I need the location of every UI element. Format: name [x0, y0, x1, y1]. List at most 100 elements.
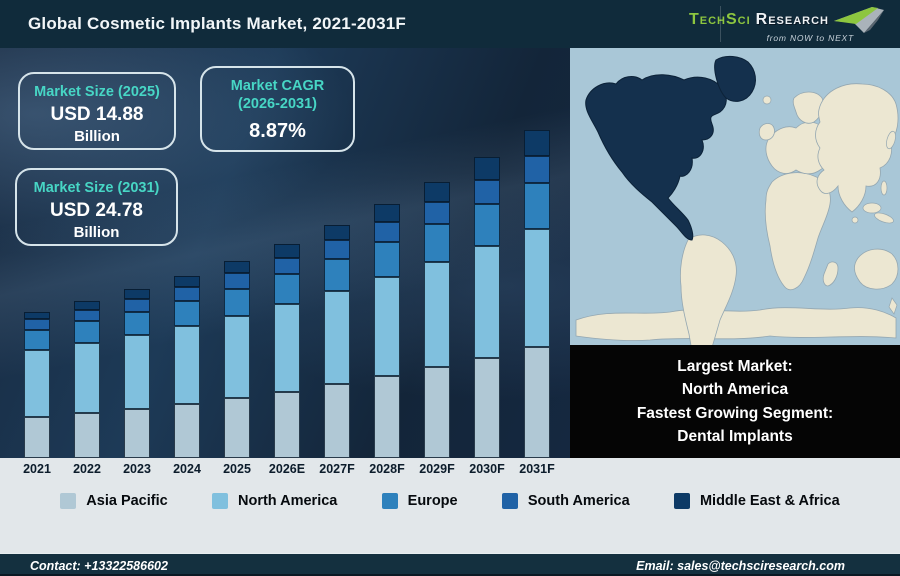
world-map: [570, 48, 900, 371]
legend-label: Middle East & Africa: [699, 493, 840, 509]
logo-arrow-icon: [834, 6, 884, 33]
bar-segment-europe: [524, 182, 550, 229]
bar-segment-south-america: [24, 319, 50, 331]
bar-segment-asia-pacific: [24, 417, 50, 458]
bar-segment-north-america: [274, 303, 300, 392]
bar-segment-north-america: [24, 349, 50, 418]
legend-item-north-america: North America: [211, 493, 338, 509]
bar-slot-2031f: [512, 48, 562, 458]
madagascar-region: [822, 261, 839, 287]
highlight-box: Largest Market: North America Fastest Gr…: [570, 345, 900, 458]
island-philippines: [880, 180, 888, 196]
bar-segment-north-america: [324, 290, 350, 385]
x-axis-label-2028f: 2028F: [369, 462, 405, 476]
stat-unit: Billion: [73, 224, 120, 242]
bar-segment-asia-pacific: [274, 391, 300, 458]
bar-slot-2026e: [262, 48, 312, 458]
bar-segment-south-america: [224, 273, 250, 289]
bar-segment-south-america: [274, 257, 300, 275]
logo-tagline: from NOW to NEXT: [766, 32, 854, 43]
stacked-bar-2025: [224, 261, 250, 458]
asia-region: [815, 83, 899, 213]
stacked-bar-2023: [124, 289, 150, 458]
bar-segment-middle-east-africa: [24, 311, 50, 320]
legend-label: North America: [237, 493, 338, 509]
bar-segment-north-america: [524, 228, 550, 347]
bar-segment-south-america: [174, 286, 200, 301]
bar-slot-2027f: [312, 48, 362, 458]
legend-item-asia-pacific: Asia Pacific: [60, 493, 168, 509]
stat-label: Market Size (2031): [33, 180, 160, 196]
x-axis-label-2027f: 2027F: [319, 462, 355, 476]
new-zealand-region: [888, 297, 898, 315]
x-axis-label-2029f: 2029F: [419, 462, 455, 476]
x-axis-label-2025: 2025: [223, 462, 251, 476]
bar-segment-north-america: [474, 246, 500, 358]
chart-legend: Asia Pacific North America Europe South Ame…: [0, 493, 900, 509]
legend-swatch-middle-east-africa: [673, 493, 690, 509]
bottom-band: 2021 2022 2023 2024 2025 2026E 2027F 2028F 2029F…: [0, 458, 900, 553]
bar-slot-2024: [162, 48, 212, 458]
main-content: Market Size (2025) USD 14.88 Billion Mar…: [0, 48, 900, 458]
bar-segment-north-america: [174, 325, 200, 404]
bar-segment-north-america: [74, 342, 100, 414]
stacked-bar-2024: [174, 276, 200, 458]
stacked-bar-2022: [74, 301, 100, 458]
bar-segment-south-america: [524, 155, 550, 183]
legend-swatch-europe: [381, 493, 398, 509]
stat-label: Market Size (2025): [34, 84, 160, 100]
legend-swatch-south-america: [501, 493, 518, 509]
footer-edge: [0, 574, 900, 576]
footer-contact: Contact: +13322586602: [30, 558, 168, 573]
stacked-bar-2026e: [274, 243, 300, 458]
legend-item-middle-east-africa: Middle East & Africa: [673, 493, 840, 509]
bar-slot-2023: [112, 48, 162, 458]
bar-segment-south-america: [74, 309, 100, 322]
legend-label: Asia Pacific: [86, 493, 168, 509]
island-iceland: [762, 95, 772, 105]
bar-segment-europe: [24, 330, 50, 350]
bar-segment-europe: [474, 204, 500, 247]
bar-segment-middle-east-africa: [474, 156, 500, 180]
bar-segment-asia-pacific: [374, 376, 400, 458]
footer-bar: Contact: +13322586602 Email: sales@techs…: [0, 553, 900, 576]
bar-segment-north-america: [224, 315, 250, 399]
stat-market-size-2025: Market Size (2025) USD 14.88 Billion: [18, 72, 176, 150]
bar-slot-2029f: [412, 48, 462, 458]
bar-segment-europe: [424, 223, 450, 263]
x-axis-label-2021: 2021: [23, 462, 51, 476]
bar-segment-north-america: [124, 334, 150, 409]
bar-slot-2021: [12, 48, 62, 458]
x-axis-labels: 2021 2022 2023 2024 2025 2026E 2027F 2028F 2029F…: [0, 458, 570, 476]
stat-value: 8.87%: [249, 120, 306, 143]
bar-segment-asia-pacific: [474, 357, 500, 458]
techsci-logo: TechSci Research from NOW to NEXT: [689, 6, 900, 43]
stacked-bar-2027f: [324, 224, 350, 458]
australia-region: [854, 248, 899, 290]
stat-value: USD 14.88: [50, 104, 144, 126]
stat-label: Market CAGR (2026-2031): [230, 78, 325, 113]
bar-segment-middle-east-africa: [374, 204, 400, 222]
chart-panel: Market Size (2025) USD 14.88 Billion Mar…: [0, 48, 570, 458]
legend-label: South America: [527, 493, 630, 509]
header-divider: [720, 6, 721, 42]
stat-unit: Billion: [74, 128, 120, 146]
bar-segment-europe: [274, 274, 300, 304]
legend-swatch-asia-pacific: [60, 493, 77, 509]
bar-segment-south-america: [424, 201, 450, 224]
highlight-line: Largest Market:: [677, 358, 793, 375]
bar-slot-2030f: [462, 48, 512, 458]
x-axis-label-2031f: 2031F: [519, 462, 555, 476]
bar-segment-europe: [324, 258, 350, 291]
bar-segment-asia-pacific: [124, 408, 150, 458]
side-column: Largest Market: North America Fastest Gr…: [570, 48, 900, 458]
bar-segment-europe: [74, 321, 100, 343]
bar-segment-asia-pacific: [324, 384, 350, 458]
island-sumatra: [874, 212, 894, 224]
stacked-bar-2031f: [524, 130, 550, 458]
legend-item-europe: Europe: [381, 493, 458, 509]
stat-market-cagr: Market CAGR (2026-2031) 8.87%: [200, 66, 355, 152]
highlight-line: Fastest Growing Segment:: [636, 404, 834, 422]
bar-segment-south-america: [324, 240, 350, 259]
